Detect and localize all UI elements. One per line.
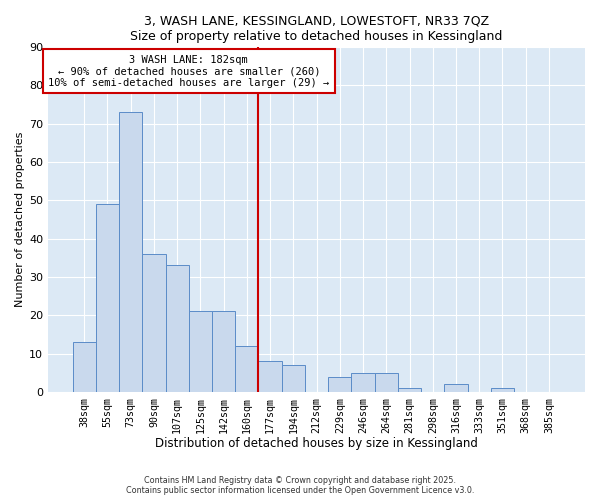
Bar bbox=[259, 362, 282, 392]
Bar bbox=[96, 204, 119, 392]
Bar bbox=[142, 254, 166, 392]
Bar bbox=[282, 365, 305, 392]
Y-axis label: Number of detached properties: Number of detached properties bbox=[15, 132, 25, 307]
Bar bbox=[398, 388, 421, 392]
Bar bbox=[235, 346, 259, 392]
Bar bbox=[491, 388, 514, 392]
Bar bbox=[328, 376, 352, 392]
Bar bbox=[166, 266, 189, 392]
Text: 3 WASH LANE: 182sqm
← 90% of detached houses are smaller (260)
10% of semi-detac: 3 WASH LANE: 182sqm ← 90% of detached ho… bbox=[48, 54, 329, 88]
Bar bbox=[212, 312, 235, 392]
Title: 3, WASH LANE, KESSINGLAND, LOWESTOFT, NR33 7QZ
Size of property relative to deta: 3, WASH LANE, KESSINGLAND, LOWESTOFT, NR… bbox=[130, 15, 503, 43]
Bar bbox=[374, 373, 398, 392]
Bar bbox=[119, 112, 142, 392]
Bar bbox=[352, 373, 374, 392]
Bar bbox=[189, 312, 212, 392]
Bar bbox=[445, 384, 467, 392]
X-axis label: Distribution of detached houses by size in Kessingland: Distribution of detached houses by size … bbox=[155, 437, 478, 450]
Bar bbox=[73, 342, 96, 392]
Text: Contains HM Land Registry data © Crown copyright and database right 2025.
Contai: Contains HM Land Registry data © Crown c… bbox=[126, 476, 474, 495]
